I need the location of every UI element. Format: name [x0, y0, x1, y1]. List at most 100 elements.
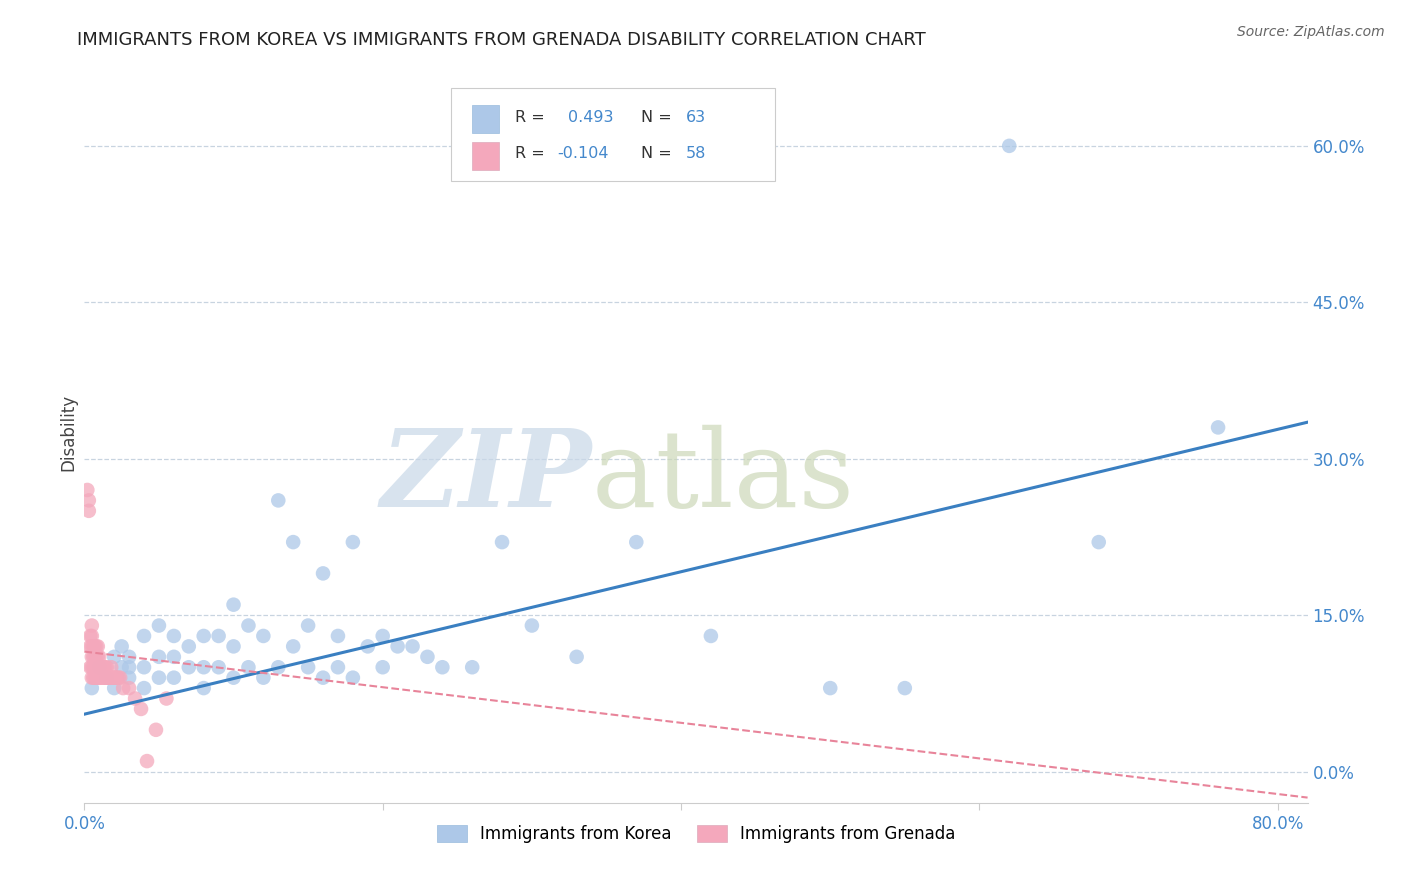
Point [416, 649, 439, 664]
Point [103, 649, 125, 664]
Point [84, 649, 107, 664]
Point [222, 640, 245, 654]
Point [136, 754, 159, 768]
Point [89, 649, 111, 664]
Point [112, 681, 135, 695]
Point [326, 629, 349, 643]
Point [894, 681, 917, 695]
Point [238, 660, 260, 674]
Point [90, 660, 112, 674]
Text: R =: R = [515, 110, 544, 125]
Text: atlas: atlas [592, 425, 855, 530]
Text: -0.104: -0.104 [558, 146, 609, 161]
Point [96, 671, 118, 685]
Point [238, 618, 260, 632]
Point [118, 681, 141, 695]
Point [297, 660, 319, 674]
Point [83, 640, 105, 654]
Point [148, 618, 170, 632]
FancyBboxPatch shape [451, 88, 776, 181]
Point [104, 671, 127, 685]
Point [193, 681, 215, 695]
Point [83, 649, 105, 664]
Point [371, 660, 394, 674]
Point [998, 139, 1021, 153]
Point [93, 671, 115, 685]
Point [118, 649, 141, 664]
Point [520, 618, 543, 632]
Point [91, 671, 114, 685]
Point [87, 649, 110, 664]
Point [111, 640, 134, 654]
Point [93, 660, 115, 674]
Point [401, 640, 423, 654]
Point [342, 671, 364, 685]
Point [312, 566, 335, 581]
Point [82, 649, 104, 664]
Point [80, 649, 103, 664]
Point [100, 671, 122, 685]
Point [76, 483, 98, 497]
Point [101, 671, 124, 685]
Point [1087, 535, 1109, 549]
Point [326, 660, 349, 674]
Point [148, 671, 170, 685]
Legend: Immigrants from Korea, Immigrants from Grenada: Immigrants from Korea, Immigrants from G… [430, 819, 962, 850]
Point [94, 671, 117, 685]
Point [118, 671, 141, 685]
Point [82, 640, 104, 654]
Point [267, 660, 290, 674]
Point [267, 493, 290, 508]
Point [565, 649, 588, 664]
Point [108, 671, 131, 685]
Point [80, 618, 103, 632]
Point [193, 660, 215, 674]
Point [97, 671, 120, 685]
Point [105, 671, 128, 685]
Bar [472, 142, 499, 169]
Y-axis label: Disability: Disability [59, 394, 77, 471]
Point [82, 671, 104, 685]
Point [145, 723, 167, 737]
Point [222, 671, 245, 685]
Point [357, 640, 380, 654]
Point [87, 660, 110, 674]
Point [103, 681, 125, 695]
Point [207, 660, 229, 674]
Point [80, 660, 103, 674]
Point [84, 660, 107, 674]
Text: ZIP: ZIP [381, 424, 592, 530]
Point [79, 629, 101, 643]
Text: 58: 58 [686, 146, 707, 161]
Text: R =: R = [515, 146, 544, 161]
Point [163, 671, 186, 685]
Point [132, 660, 155, 674]
Point [371, 629, 394, 643]
Point [96, 671, 118, 685]
Point [89, 660, 111, 674]
Point [491, 535, 513, 549]
Point [89, 671, 111, 685]
Point [461, 660, 484, 674]
Point [79, 640, 101, 654]
Point [77, 504, 100, 518]
Point [432, 660, 454, 674]
Point [626, 535, 648, 549]
Point [818, 681, 841, 695]
Point [1206, 420, 1229, 434]
Point [297, 618, 319, 632]
Point [100, 660, 122, 674]
Point [177, 660, 200, 674]
Point [83, 671, 105, 685]
Point [118, 660, 141, 674]
Point [83, 660, 105, 674]
Point [252, 629, 274, 643]
Point [96, 660, 118, 674]
Text: N =: N = [641, 146, 672, 161]
Point [87, 640, 110, 654]
Point [342, 535, 364, 549]
Point [222, 598, 245, 612]
Text: 0.493: 0.493 [568, 110, 613, 125]
Point [103, 671, 125, 685]
Point [90, 671, 112, 685]
